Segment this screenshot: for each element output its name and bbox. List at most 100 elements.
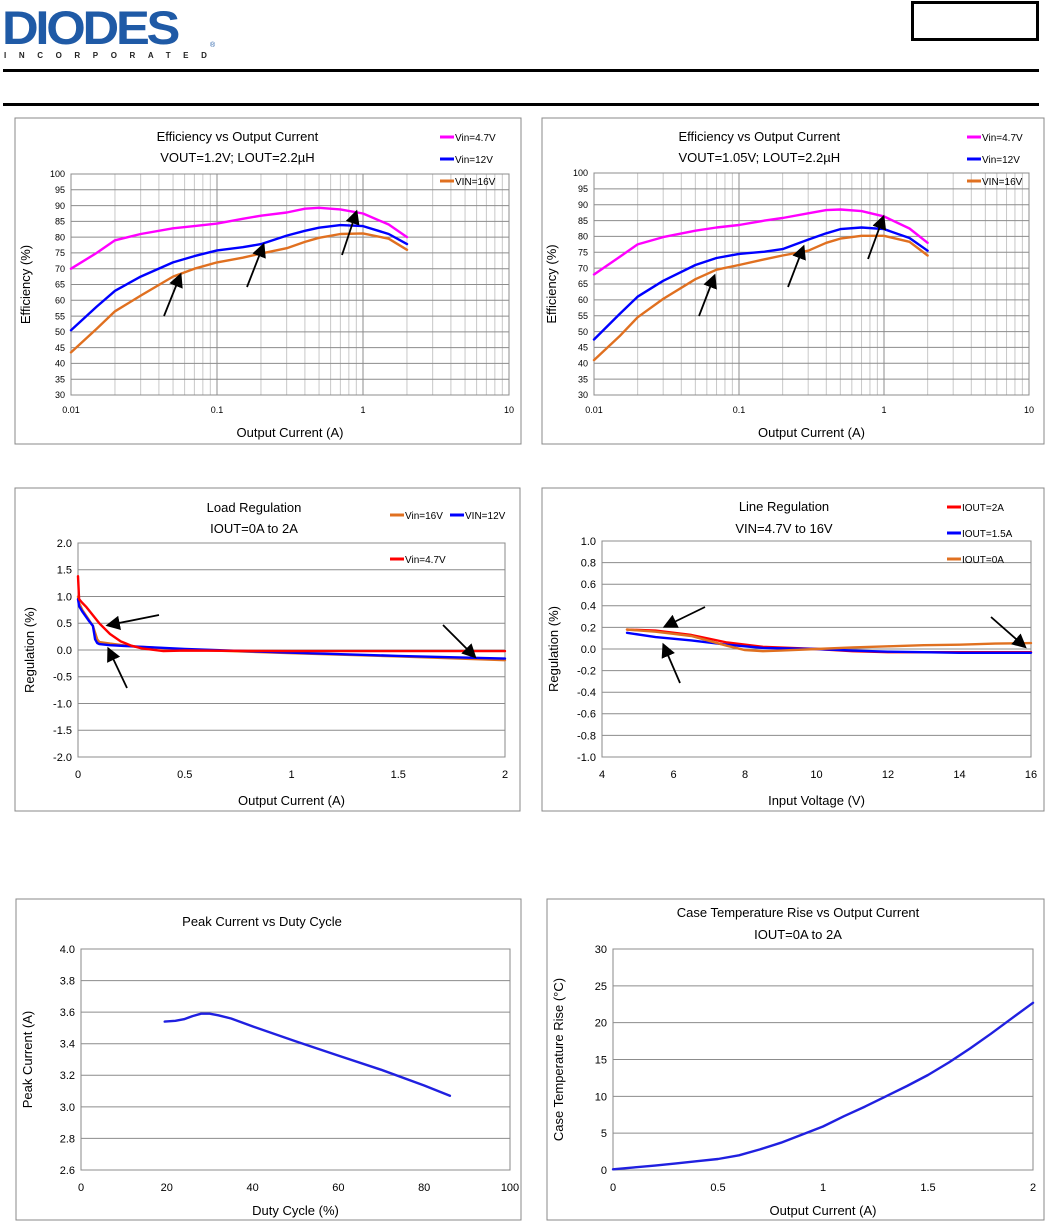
diodes-logo: DIODES INCORPORATED ® xyxy=(2,4,220,61)
y-axis-label: Peak Current (A) xyxy=(20,1011,35,1109)
x-tick-label: 80 xyxy=(418,1182,430,1194)
chart-title: Line Regulation xyxy=(739,499,829,514)
annotation-arrow xyxy=(662,606,706,628)
y-axis-label: Regulation (%) xyxy=(22,607,37,693)
y-tick-label: 80 xyxy=(578,232,588,242)
y-tick-label: -2.0 xyxy=(53,752,72,764)
y-tick-label: 80 xyxy=(55,232,65,242)
y-tick-label: 15 xyxy=(595,1054,607,1066)
legend-label: IOUT=0A xyxy=(962,555,1004,566)
x-tick-label: 40 xyxy=(246,1182,258,1194)
y-tick-label: 90 xyxy=(55,201,65,211)
annotation-arrow xyxy=(867,214,887,260)
x-tick-label: 6 xyxy=(670,769,676,781)
x-tick-label: 1 xyxy=(288,769,294,781)
y-tick-label: 0.2 xyxy=(581,622,596,634)
annotation-arrow xyxy=(442,624,477,659)
y-tick-label: 75 xyxy=(55,248,65,258)
chart-subtitle: IOUT=0A to 2A xyxy=(210,521,298,536)
y-axis-label: Efficiency (%) xyxy=(544,244,559,323)
annotation-arrow xyxy=(787,244,806,288)
y-tick-label: 1.0 xyxy=(581,536,596,548)
y-tick-label: 40 xyxy=(578,359,588,369)
x-axis-label: Output Current (A) xyxy=(758,425,865,440)
y-tick-label: 4.0 xyxy=(60,944,75,956)
chart-peak: 2.6 2.8 3.0 3.2 3.4 3.6 3.8 4.0 0 20 40 60 80 100 Peak… xyxy=(15,898,522,1221)
legend-label: Vin=12V xyxy=(455,155,493,166)
x-tick-label: 0.01 xyxy=(62,405,80,415)
x-tick-label: 14 xyxy=(953,769,965,781)
annotation-arrow xyxy=(163,272,183,317)
y-tick-label: 3.8 xyxy=(60,976,75,988)
x-tick-label: 0.1 xyxy=(211,405,224,415)
chart-frame xyxy=(15,898,522,1221)
chart-eff1: 30 35 40 45 50 55 60 65 70 75 80 85 90 95 100 0.01 0.1 1 1… xyxy=(14,117,522,445)
legend-label: IOUT=2A xyxy=(962,503,1004,514)
x-tick-label: 1 xyxy=(881,405,886,415)
series-line-0 xyxy=(163,1012,452,1098)
chart-frame xyxy=(14,117,522,445)
y-tick-label: -0.2 xyxy=(577,666,596,678)
y-tick-label: 35 xyxy=(578,374,588,384)
series-line-0 xyxy=(592,208,929,276)
y-tick-label: 55 xyxy=(55,311,65,321)
y-tick-label: 0.0 xyxy=(581,644,596,656)
y-tick-label: 75 xyxy=(578,248,588,258)
x-tick-label: 8 xyxy=(742,769,748,781)
y-tick-label: -0.4 xyxy=(577,687,596,699)
x-tick-label: 16 xyxy=(1025,769,1037,781)
y-axis-label: Regulation (%) xyxy=(546,606,561,692)
annotation-arrow xyxy=(698,273,717,317)
chart-temp: 0 5 10 15 20 25 30 0 0.5 1 1.5 2 Case Temperature Ri… xyxy=(546,898,1045,1221)
series-line-0 xyxy=(611,1001,1035,1171)
y-tick-label: 100 xyxy=(50,169,65,179)
chart-title: Case Temperature Rise vs Output Current xyxy=(677,905,920,920)
y-tick-label: 45 xyxy=(55,343,65,353)
y-tick-label: -1.0 xyxy=(53,698,72,710)
y-tick-label: -1.5 xyxy=(53,725,72,737)
y-tick-label: 0.8 xyxy=(581,558,596,570)
annotation-arrow xyxy=(341,209,360,256)
x-axis-label: Output Current (A) xyxy=(770,1203,877,1218)
legend-label: Vin=16V xyxy=(405,511,443,522)
series-line-2 xyxy=(69,232,409,354)
header-rule-bottom xyxy=(3,103,1039,106)
annotation-arrow xyxy=(661,642,681,684)
annotation-arrow xyxy=(990,616,1027,649)
x-tick-label: 0 xyxy=(78,1182,84,1194)
y-tick-label: 85 xyxy=(578,216,588,226)
y-tick-label: 70 xyxy=(55,264,65,274)
legend-label: IOUT=1.5A xyxy=(962,529,1013,540)
legend-label: Vin=12V xyxy=(982,155,1020,166)
x-tick-label: 0.5 xyxy=(710,1182,725,1194)
y-tick-label: 100 xyxy=(573,168,588,178)
series-line-2 xyxy=(625,628,1033,653)
x-tick-label: 12 xyxy=(882,769,894,781)
x-tick-label: 1.5 xyxy=(391,769,406,781)
y-axis-label: Case Temperature Rise (°C) xyxy=(551,978,566,1141)
y-axis-label: Efficiency (%) xyxy=(18,245,33,324)
legend-label: Vin=4.7V xyxy=(405,555,446,566)
y-tick-label: 1.0 xyxy=(57,591,72,603)
chart-title: Peak Current vs Duty Cycle xyxy=(182,914,342,929)
chart-linereg: -1.0 -0.8 -0.6 -0.4 -0.2 0.0 0.2 0.4 0.6 0.8 1.0 4 6… xyxy=(541,487,1045,812)
y-tick-label: 5 xyxy=(601,1128,607,1140)
x-axis-label: Output Current (A) xyxy=(238,793,345,808)
y-tick-label: -0.6 xyxy=(577,709,596,721)
y-tick-label: 85 xyxy=(55,217,65,227)
header-box xyxy=(911,1,1039,41)
legend-label: VIN=16V xyxy=(982,177,1023,188)
legend-label: Vin=4.7V xyxy=(455,133,496,144)
legend-label: VIN=16V xyxy=(455,177,496,188)
x-tick-label: 10 xyxy=(1024,405,1034,415)
y-tick-label: 35 xyxy=(55,374,65,384)
y-tick-label: 1.5 xyxy=(57,565,72,577)
series-line-2 xyxy=(592,234,929,362)
x-tick-label: 0 xyxy=(75,769,81,781)
legend-label: Vin=4.7V xyxy=(982,133,1023,144)
y-tick-label: 40 xyxy=(55,359,65,369)
legend-label: VIN=12V xyxy=(465,511,506,522)
x-tick-label: 60 xyxy=(332,1182,344,1194)
chart-subtitle: VOUT=1.05V; LOUT=2.2µH xyxy=(678,150,840,165)
chart-title: Load Regulation xyxy=(207,500,302,515)
